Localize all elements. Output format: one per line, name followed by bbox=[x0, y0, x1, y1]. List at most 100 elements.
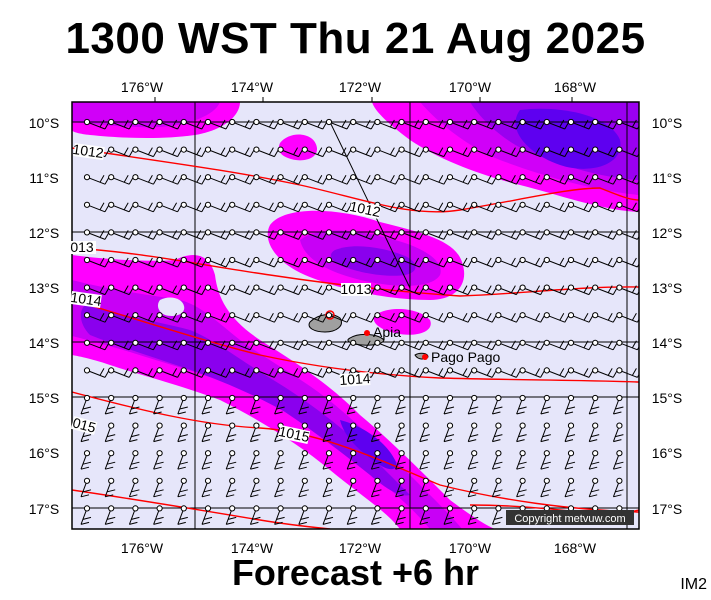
wind-station-icon bbox=[374, 174, 381, 181]
wind-station-icon bbox=[616, 394, 623, 402]
wind-station-icon bbox=[471, 339, 478, 346]
wind-station-icon bbox=[446, 505, 454, 512]
wind-station-icon bbox=[374, 256, 381, 264]
wind-station-icon bbox=[519, 118, 526, 126]
lat-label: 11°S bbox=[29, 170, 58, 186]
wind-station-icon bbox=[519, 367, 526, 374]
wind-station-icon bbox=[229, 284, 236, 291]
wind-station-icon bbox=[301, 256, 308, 264]
wind-station-icon bbox=[253, 394, 260, 402]
wind-station-icon bbox=[108, 505, 115, 512]
wind-station-icon bbox=[204, 450, 212, 457]
map-frame bbox=[71, 101, 640, 530]
wind-barb bbox=[619, 285, 639, 296]
wind-station-icon bbox=[616, 174, 623, 181]
wind-station-icon bbox=[398, 201, 405, 208]
wind-station-icon bbox=[592, 174, 599, 181]
wind-station-icon bbox=[592, 312, 599, 319]
wind-barb bbox=[619, 340, 639, 351]
lon-label: 168°W bbox=[554, 540, 597, 556]
wind-station-icon bbox=[350, 118, 357, 126]
wind-station-icon bbox=[471, 367, 478, 374]
wind-station-icon bbox=[301, 174, 308, 181]
wind-station-icon bbox=[398, 229, 405, 236]
wind-station-icon bbox=[543, 312, 550, 319]
wind-station-icon bbox=[350, 450, 357, 457]
wind-station-icon bbox=[156, 477, 163, 484]
wind-station-icon bbox=[180, 477, 187, 484]
wind-station-icon bbox=[350, 312, 357, 319]
wind-station-icon bbox=[108, 339, 115, 346]
wind-station-icon bbox=[108, 201, 115, 208]
wind-station-icon bbox=[229, 450, 236, 457]
wind-station-icon bbox=[616, 422, 623, 429]
wind-station-icon bbox=[229, 422, 236, 429]
wind-station-icon bbox=[543, 118, 550, 126]
wind-station-icon bbox=[132, 118, 139, 126]
wind-station-icon bbox=[253, 146, 260, 153]
wind-station-icon bbox=[156, 146, 163, 153]
wind-station-icon bbox=[592, 422, 599, 429]
lat-label: 13°S bbox=[29, 280, 60, 296]
wind-station-icon bbox=[83, 505, 91, 512]
wind-station-icon bbox=[277, 505, 284, 512]
wind-station-icon bbox=[350, 477, 357, 484]
wind-station-icon bbox=[229, 312, 236, 319]
lat-label: 12°S bbox=[652, 225, 683, 241]
wind-station-icon bbox=[253, 477, 260, 484]
wind-station-icon bbox=[350, 339, 357, 346]
wind-station-icon bbox=[422, 339, 429, 346]
wind-station-icon bbox=[132, 201, 139, 208]
wind-station-icon bbox=[592, 146, 599, 153]
wind-station-icon bbox=[495, 146, 502, 153]
wind-station-icon bbox=[83, 118, 91, 126]
wind-station-icon bbox=[519, 394, 526, 402]
wind-station-icon bbox=[108, 394, 115, 402]
wind-station-icon bbox=[277, 477, 284, 484]
wind-station-icon bbox=[567, 312, 575, 319]
wind-station-icon bbox=[567, 118, 575, 126]
lon-label: 174°W bbox=[231, 79, 274, 95]
wind-station-icon bbox=[108, 229, 115, 236]
wind-barb bbox=[619, 257, 639, 268]
wind-station-icon bbox=[495, 422, 502, 429]
copyright-text: Copyright metvuw.com bbox=[514, 513, 625, 525]
wind-station-icon bbox=[83, 229, 91, 236]
lat-label: 15°S bbox=[29, 390, 60, 406]
wind-station-icon bbox=[495, 118, 502, 126]
lat-label: 11°S bbox=[652, 170, 681, 186]
wind-station-icon bbox=[229, 174, 236, 181]
wind-station-icon bbox=[83, 256, 91, 264]
wind-station-icon bbox=[108, 312, 115, 319]
wind-station-icon bbox=[180, 422, 187, 429]
wind-barb bbox=[619, 312, 639, 323]
wind-station-icon bbox=[108, 450, 115, 457]
wind-station-icon bbox=[446, 174, 454, 181]
wind-station-icon bbox=[229, 229, 236, 236]
wind-station-icon bbox=[592, 229, 599, 236]
wind-station-icon bbox=[471, 256, 478, 264]
wind-station-icon bbox=[277, 339, 284, 346]
wind-station-icon bbox=[350, 146, 357, 153]
wind-station-icon bbox=[543, 422, 550, 429]
wind-station-icon bbox=[325, 201, 333, 208]
wind-station-icon bbox=[422, 394, 429, 402]
wind-station-icon bbox=[495, 201, 502, 208]
wind-station-icon bbox=[519, 284, 526, 291]
wind-station-icon bbox=[83, 312, 91, 319]
wind-station-icon bbox=[108, 174, 115, 181]
wind-station-icon bbox=[471, 174, 478, 181]
wind-station-icon bbox=[325, 312, 333, 319]
wind-station-icon bbox=[253, 450, 260, 457]
map-title: 1300 WST Thu 21 Aug 2025 bbox=[65, 14, 646, 63]
wind-station-icon bbox=[471, 229, 478, 236]
wind-station-icon bbox=[253, 505, 260, 512]
wind-station-icon bbox=[374, 146, 381, 153]
wind-station-icon bbox=[446, 339, 454, 346]
wind-station-icon bbox=[132, 256, 139, 264]
wind-station-icon bbox=[301, 118, 308, 126]
wind-station-icon bbox=[567, 422, 575, 429]
wind-station-icon bbox=[398, 118, 405, 126]
wind-station-icon bbox=[567, 229, 575, 236]
wind-barb bbox=[619, 202, 639, 213]
